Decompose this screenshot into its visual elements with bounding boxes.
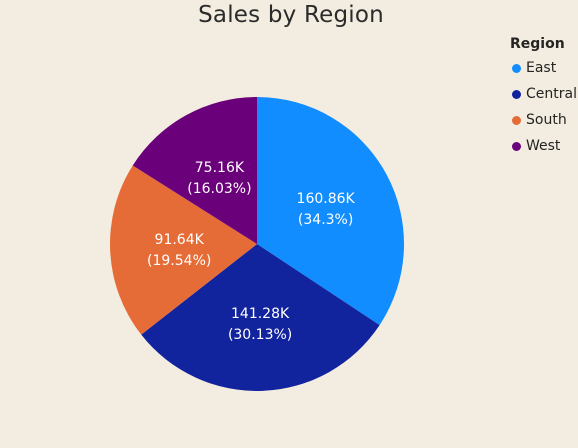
legend-label-west: West (526, 138, 560, 154)
slice-percent-label-south: (19.54%) (147, 253, 211, 269)
legend-label-central: Central (526, 86, 577, 102)
legend-item-south[interactable]: South (510, 107, 578, 133)
slice-value-label-central: 141.28K (231, 306, 290, 322)
legend-label-east: East (526, 60, 556, 76)
slice-percent-label-central: (30.13%) (228, 327, 292, 343)
slice-percent-label-west: (16.03%) (187, 181, 251, 197)
legend-items: East Central South West (510, 55, 578, 159)
slice-value-label-east: 160.86K (297, 191, 356, 207)
slice-value-label-south: 91.64K (155, 232, 205, 248)
legend-label-south: South (526, 112, 567, 128)
legend-swatch-west (512, 142, 521, 151)
legend-swatch-south (512, 116, 521, 125)
legend-title: Region (510, 34, 578, 54)
legend-item-east[interactable]: East (510, 55, 578, 81)
slice-value-label-west: 75.16K (195, 160, 245, 176)
legend-item-west[interactable]: West (510, 133, 578, 159)
legend-item-central[interactable]: Central (510, 81, 578, 107)
legend-swatch-central (512, 90, 521, 99)
slice-percent-label-east: (34.3%) (298, 212, 353, 228)
legend-swatch-east (512, 64, 521, 73)
legend: Region East Central South West (510, 34, 578, 159)
